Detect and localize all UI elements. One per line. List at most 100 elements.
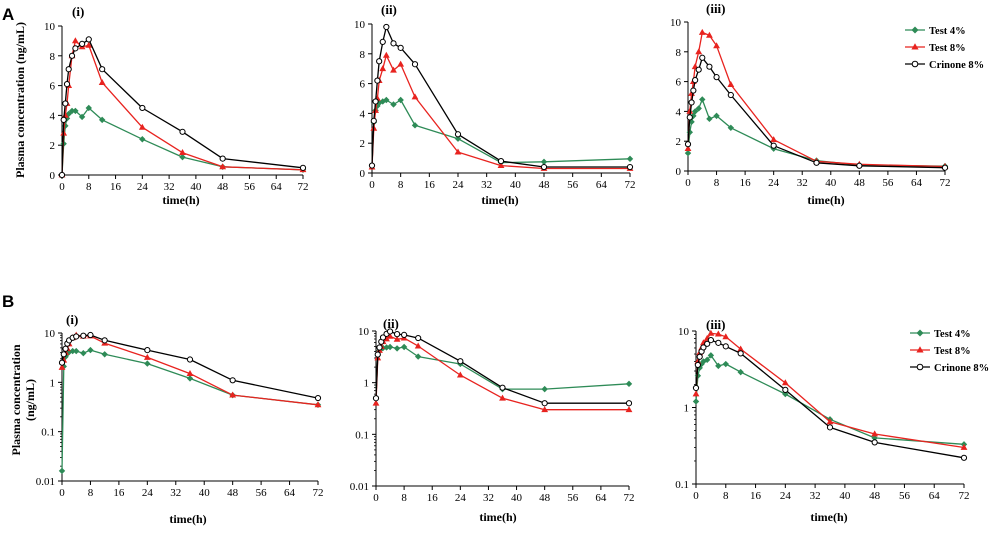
- chart-panel-b-ii: 0 8 16 24 32 40 48 56 64 72 0.01 0.1 1 10 (ii) time(h): [350, 316, 635, 524]
- legend-b-crinone-marker: [916, 363, 924, 371]
- data-point-test-4: [144, 360, 151, 367]
- x-tick-label: 0: [693, 490, 699, 502]
- data-point-test-4: [383, 96, 390, 104]
- data-point-crinone-8: [393, 331, 401, 338]
- x-tick-label: 32: [170, 487, 181, 499]
- data-point-test-8: [186, 370, 194, 377]
- data-point-crinone-8: [314, 394, 322, 402]
- data-point-crinone-8: [60, 116, 67, 123]
- data-point-crinone-8: [58, 359, 66, 366]
- data-point-crinone-8: [62, 345, 69, 352]
- data-point-test-4: [414, 353, 422, 360]
- data-point-test-8: [372, 399, 380, 406]
- data-point-test-4: [72, 107, 79, 115]
- data-point-test-8: [179, 149, 186, 156]
- x-tick-label: 56: [882, 177, 894, 189]
- data-point-test-4: [686, 129, 693, 136]
- data-point-crinone-8: [87, 331, 94, 339]
- x-axis-label: time(h): [807, 193, 844, 207]
- data-point-test-4: [696, 364, 703, 372]
- y-axis-label-a: Plasma concentration (ng/mL): [13, 22, 27, 178]
- data-point-test-8: [714, 330, 722, 337]
- data-point-crinone-8: [101, 337, 108, 344]
- y-tick-label: 2: [360, 138, 366, 150]
- chart-panel-b-iii: 0 8 16 24 32 40 48 56 64 72 0.1 1 10 (iii) time(h): [675, 317, 969, 524]
- data-point-crinone-8: [62, 100, 69, 107]
- y-tick-label: 4: [360, 108, 366, 120]
- data-point-test-8: [379, 65, 387, 72]
- data-point-crinone-8: [376, 58, 383, 65]
- legend-b: Test 4% Test 8% Crinone 8%: [910, 329, 989, 374]
- data-point-crinone-8: [299, 164, 307, 171]
- data-point-test-8: [695, 48, 703, 55]
- data-point-test-8: [382, 51, 390, 58]
- x-tick-label: 48: [227, 487, 239, 499]
- series-line-crinone-8: [695, 339, 965, 459]
- data-point-test-8: [706, 31, 713, 38]
- y-tick-label: 8: [360, 49, 366, 61]
- y-tick-label: 8: [676, 47, 682, 59]
- x-tick-label: 40: [511, 492, 523, 504]
- x-tick-label: 72: [625, 179, 636, 191]
- data-point-crinone-8: [229, 377, 236, 384]
- x-tick-label: 48: [539, 492, 551, 504]
- panel-title: (i): [66, 312, 78, 327]
- data-point-crinone-8: [706, 63, 713, 70]
- panel-title: (ii): [383, 316, 399, 331]
- y-tick-label: 1: [684, 403, 690, 415]
- y-tick-label: 0.1: [41, 427, 55, 439]
- data-point-crinone-8: [60, 351, 67, 358]
- x-tick-label: 40: [510, 179, 522, 191]
- y-tick-label: 2: [676, 136, 682, 148]
- x-tick-label: 16: [113, 487, 125, 499]
- data-point-test-4: [98, 116, 106, 124]
- data-point-test-8: [219, 163, 227, 170]
- x-tick-label: 40: [825, 177, 837, 189]
- chart-panel-b-i: 0 8 16 24 32 40 48 56 64 72 0.01 0.1 1 10 (i) time(h): [36, 312, 324, 526]
- data-point-test-4: [179, 153, 186, 161]
- data-point-test-4: [186, 375, 194, 382]
- y-tick-label: 6: [360, 79, 366, 91]
- data-point-test-8: [960, 443, 968, 450]
- data-point-test-4: [692, 398, 700, 405]
- x-tick-label: 72: [959, 490, 970, 502]
- data-point-test-4: [713, 112, 720, 120]
- data-point-crinone-8: [454, 131, 462, 138]
- panel-title: (ii): [381, 2, 397, 17]
- data-point-crinone-8: [700, 344, 707, 351]
- x-tick-label: 64: [595, 492, 607, 504]
- data-point-test-8: [541, 406, 549, 413]
- y-tick-label: 10: [670, 17, 682, 29]
- x-tick-label: 32: [481, 179, 492, 191]
- legend-b-test8-marker: [916, 346, 924, 353]
- data-point-test-8: [781, 379, 789, 386]
- data-point-crinone-8: [368, 162, 376, 169]
- data-point-crinone-8: [696, 353, 703, 360]
- series-line-crinone-8: [61, 334, 319, 399]
- series-line-crinone-8: [61, 38, 304, 176]
- data-point-test-8: [229, 391, 237, 398]
- data-point-crinone-8: [374, 351, 381, 358]
- series-line-crinone-8: [371, 26, 630, 168]
- x-tick-label: 48: [539, 179, 551, 191]
- data-point-crinone-8: [692, 77, 699, 84]
- y-tick-label: 6: [50, 81, 56, 93]
- data-point-test-4: [411, 122, 419, 129]
- data-point-test-4: [393, 345, 401, 352]
- x-tick-label: 16: [427, 492, 439, 504]
- legend-a-test8-marker: [911, 43, 919, 50]
- data-point-crinone-8: [415, 334, 422, 342]
- data-point-test-4: [139, 136, 146, 143]
- data-point-crinone-8: [411, 61, 419, 68]
- data-point-crinone-8: [68, 52, 76, 59]
- x-tick-label: 40: [190, 181, 202, 193]
- data-point-crinone-8: [179, 128, 186, 135]
- y-tick-label: 10: [44, 328, 56, 340]
- y-tick-label: 10: [358, 326, 370, 338]
- x-tick-label: 72: [624, 492, 635, 504]
- data-point-test-4: [85, 104, 92, 112]
- series-line-test-8: [371, 54, 630, 170]
- x-tick-label: 8: [401, 492, 407, 504]
